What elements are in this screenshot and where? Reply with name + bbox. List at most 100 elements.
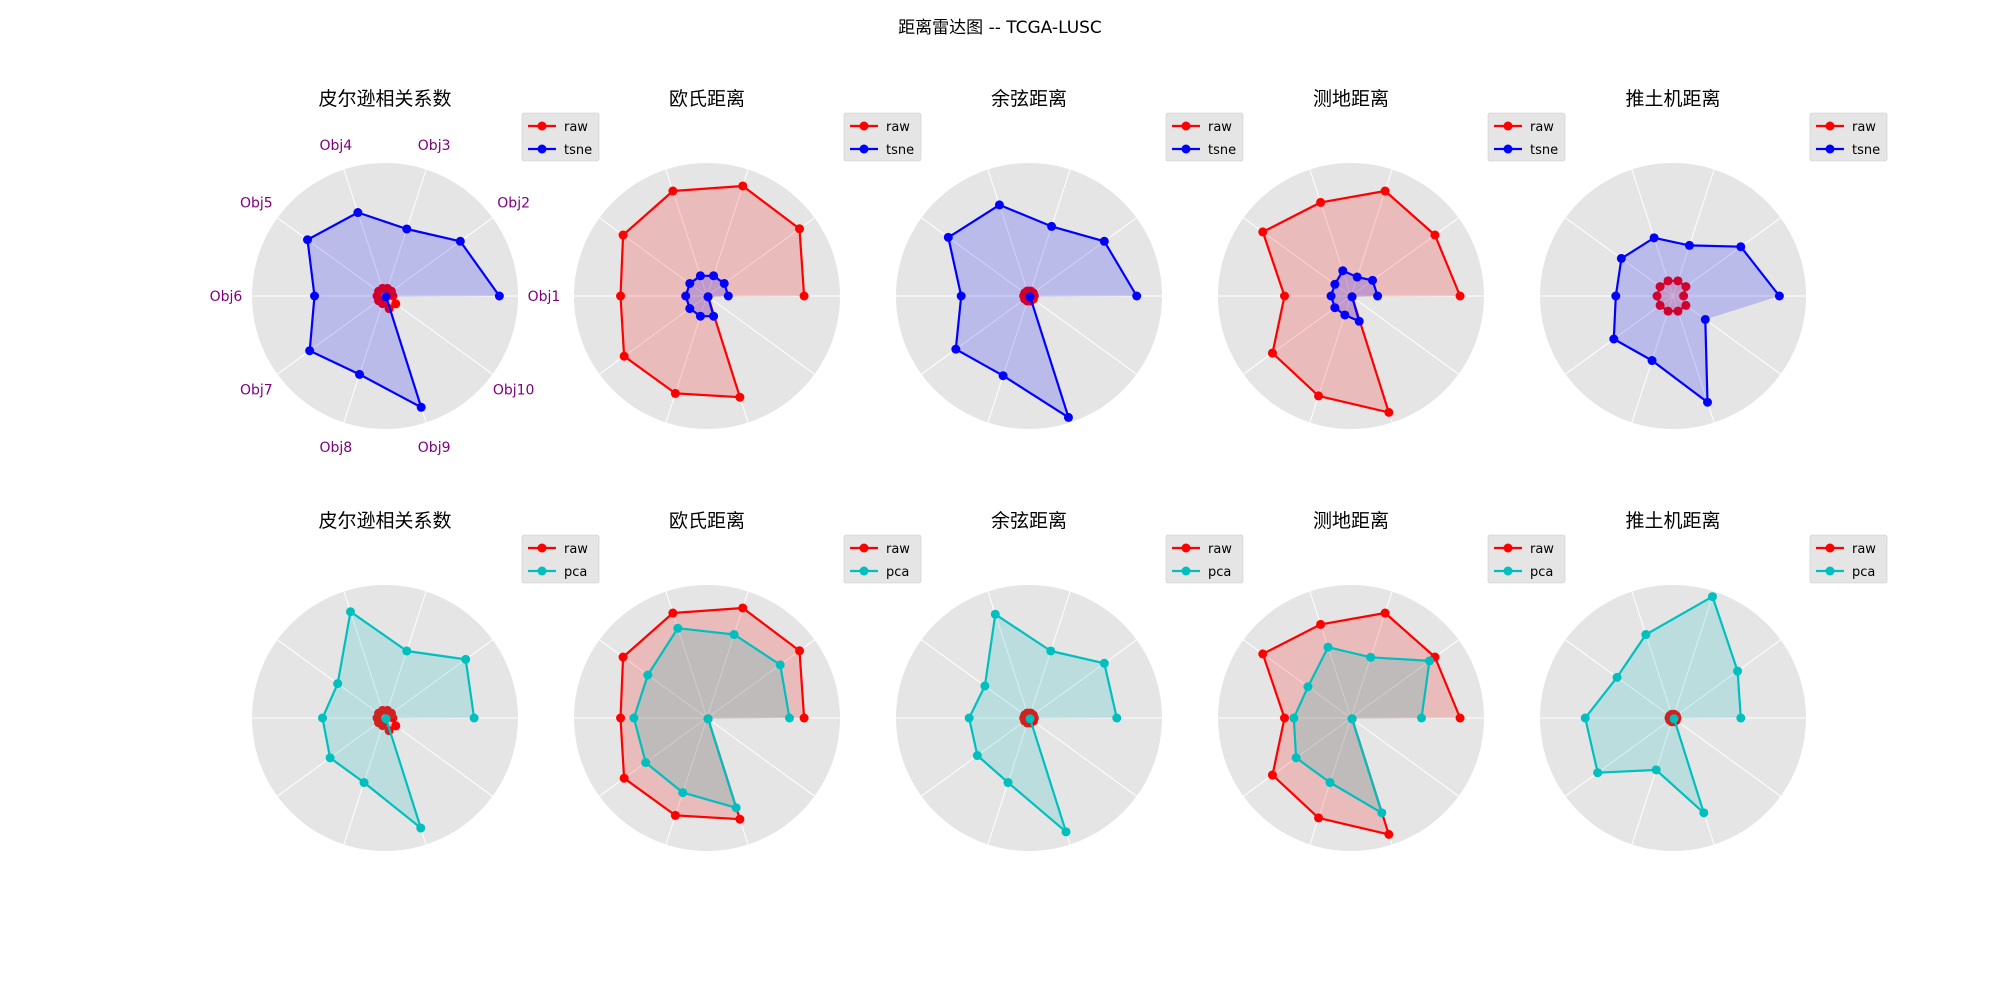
- data-point-pca: [1707, 592, 1717, 602]
- legend-marker-tsne: [1503, 144, 1513, 154]
- data-point-tsne: [455, 236, 465, 246]
- data-point-pca: [461, 654, 471, 664]
- data-point-pca: [1736, 713, 1746, 723]
- data-point-tsne: [1368, 275, 1378, 285]
- data-point-raw: [670, 388, 680, 398]
- series-line-tsne: [1329, 269, 1379, 323]
- data-point-pca: [1323, 642, 1333, 652]
- series-line-pca: [1292, 646, 1431, 815]
- data-point-pca: [402, 646, 412, 656]
- legend: raw pca: [843, 534, 922, 584]
- data-point-pca: [1303, 682, 1313, 692]
- data-point-tsne: [494, 291, 504, 301]
- data-point-raw: [1663, 276, 1673, 286]
- data-point-tsne: [1616, 253, 1626, 263]
- legend: raw tsne: [1809, 112, 1888, 162]
- data-point-pca: [980, 681, 990, 691]
- grid-spoke: [343, 169, 386, 297]
- grid-spoke: [384, 217, 493, 297]
- data-point-tsne: [1352, 272, 1362, 282]
- legend-label: tsne: [564, 143, 592, 158]
- legend: raw tsne: [521, 112, 600, 162]
- axis-tick-label: Obj4: [320, 138, 353, 154]
- data-point-pca: [1651, 765, 1661, 775]
- data-point-raw: [670, 810, 680, 820]
- legend-marker-pca: [1825, 566, 1835, 576]
- legend-label: raw: [564, 542, 588, 557]
- legend-label: raw: [886, 120, 910, 135]
- radar-panel: 测地距离 raw pca: [1218, 510, 1566, 851]
- data-point-tsne: [723, 291, 733, 301]
- radar-panels: Obj1 Obj2 Obj3 Obj4 Obj5 Obj6 Obj7 Obj8 Obj9 Obj1…: [210, 88, 1888, 851]
- panel-title: 测地距离: [1313, 510, 1389, 532]
- data-point-raw: [616, 291, 626, 301]
- data-point-tsne: [956, 291, 966, 301]
- legend: raw pca: [1809, 534, 1888, 584]
- grid-spoke: [1028, 639, 1137, 719]
- figure-title: 距离雷达图 -- TCGA-LUSC: [898, 18, 1102, 38]
- data-point-pca: [703, 714, 713, 724]
- legend-label: raw: [1852, 120, 1876, 135]
- data-point-raw: [1663, 306, 1673, 316]
- legend-marker-raw: [1825, 543, 1835, 553]
- data-point-tsne: [1611, 291, 1621, 301]
- data-point-raw: [735, 392, 745, 402]
- data-point-pca: [1347, 714, 1357, 724]
- data-point-tsne: [303, 235, 313, 245]
- data-point-tsne: [1338, 266, 1348, 276]
- series-area-pca: [322, 611, 475, 828]
- data-point-raw: [1314, 391, 1324, 401]
- legend-label: raw: [1208, 542, 1232, 557]
- grid-spoke: [1028, 717, 1137, 797]
- radar-panel: 欧氏距离 raw tsne: [574, 88, 922, 429]
- data-point-tsne: [695, 271, 705, 281]
- series-line-pca: [632, 627, 791, 809]
- data-point-tsne: [1330, 279, 1340, 289]
- series-line-pca: [1584, 595, 1742, 815]
- data-point-pca: [1289, 713, 1299, 723]
- grid-spoke: [277, 217, 386, 297]
- data-point-pca: [1112, 713, 1122, 723]
- legend-marker-tsne: [859, 144, 869, 154]
- legend-marker-pca: [537, 566, 547, 576]
- grid-spoke: [665, 717, 708, 845]
- data-point-tsne: [1025, 292, 1035, 302]
- data-point-pca: [1003, 778, 1013, 788]
- legend-marker-tsne: [1181, 144, 1191, 154]
- panel-title: 皮尔逊相关系数: [318, 510, 451, 532]
- data-point-pca: [731, 803, 741, 813]
- legend-label: raw: [1852, 542, 1876, 557]
- data-point-tsne: [1703, 397, 1713, 407]
- grid-spoke: [277, 295, 386, 375]
- data-point-raw: [618, 230, 628, 240]
- data-point-raw: [1258, 649, 1268, 659]
- panel-title: 余弦距离: [991, 510, 1067, 532]
- grid-spoke: [599, 717, 708, 797]
- panel-title: 欧氏距离: [669, 510, 745, 532]
- data-point-pca: [1325, 778, 1335, 788]
- data-point-pca: [1099, 658, 1109, 668]
- series-line-raw: [1655, 279, 1688, 313]
- data-point-tsne: [310, 291, 320, 301]
- data-point-pca: [1669, 714, 1679, 724]
- data-point-pca: [469, 713, 479, 723]
- series-area-pca: [969, 614, 1117, 832]
- legend-marker-raw: [859, 543, 869, 553]
- data-point-pca: [381, 714, 391, 724]
- radar-panel: Obj1 Obj2 Obj3 Obj4 Obj5 Obj6 Obj7 Obj8 Obj9 Obj1…: [210, 88, 600, 456]
- data-point-pca: [990, 609, 1000, 619]
- panel-title: 测地距离: [1313, 88, 1389, 110]
- legend-marker-tsne: [1825, 144, 1835, 154]
- grid-spoke: [1672, 217, 1781, 297]
- data-point-raw: [619, 351, 629, 361]
- data-point-pca: [1025, 714, 1035, 724]
- grid-spoke: [1350, 295, 1459, 375]
- grid-spoke: [1565, 717, 1674, 797]
- data-point-pca: [972, 751, 982, 761]
- data-point-pca: [1046, 646, 1056, 656]
- data-point-raw: [1316, 197, 1326, 207]
- legend-label: pca: [1530, 565, 1553, 580]
- grid-spoke: [1672, 717, 1781, 797]
- legend-label: raw: [1530, 542, 1554, 557]
- legend-marker-tsne: [537, 144, 547, 154]
